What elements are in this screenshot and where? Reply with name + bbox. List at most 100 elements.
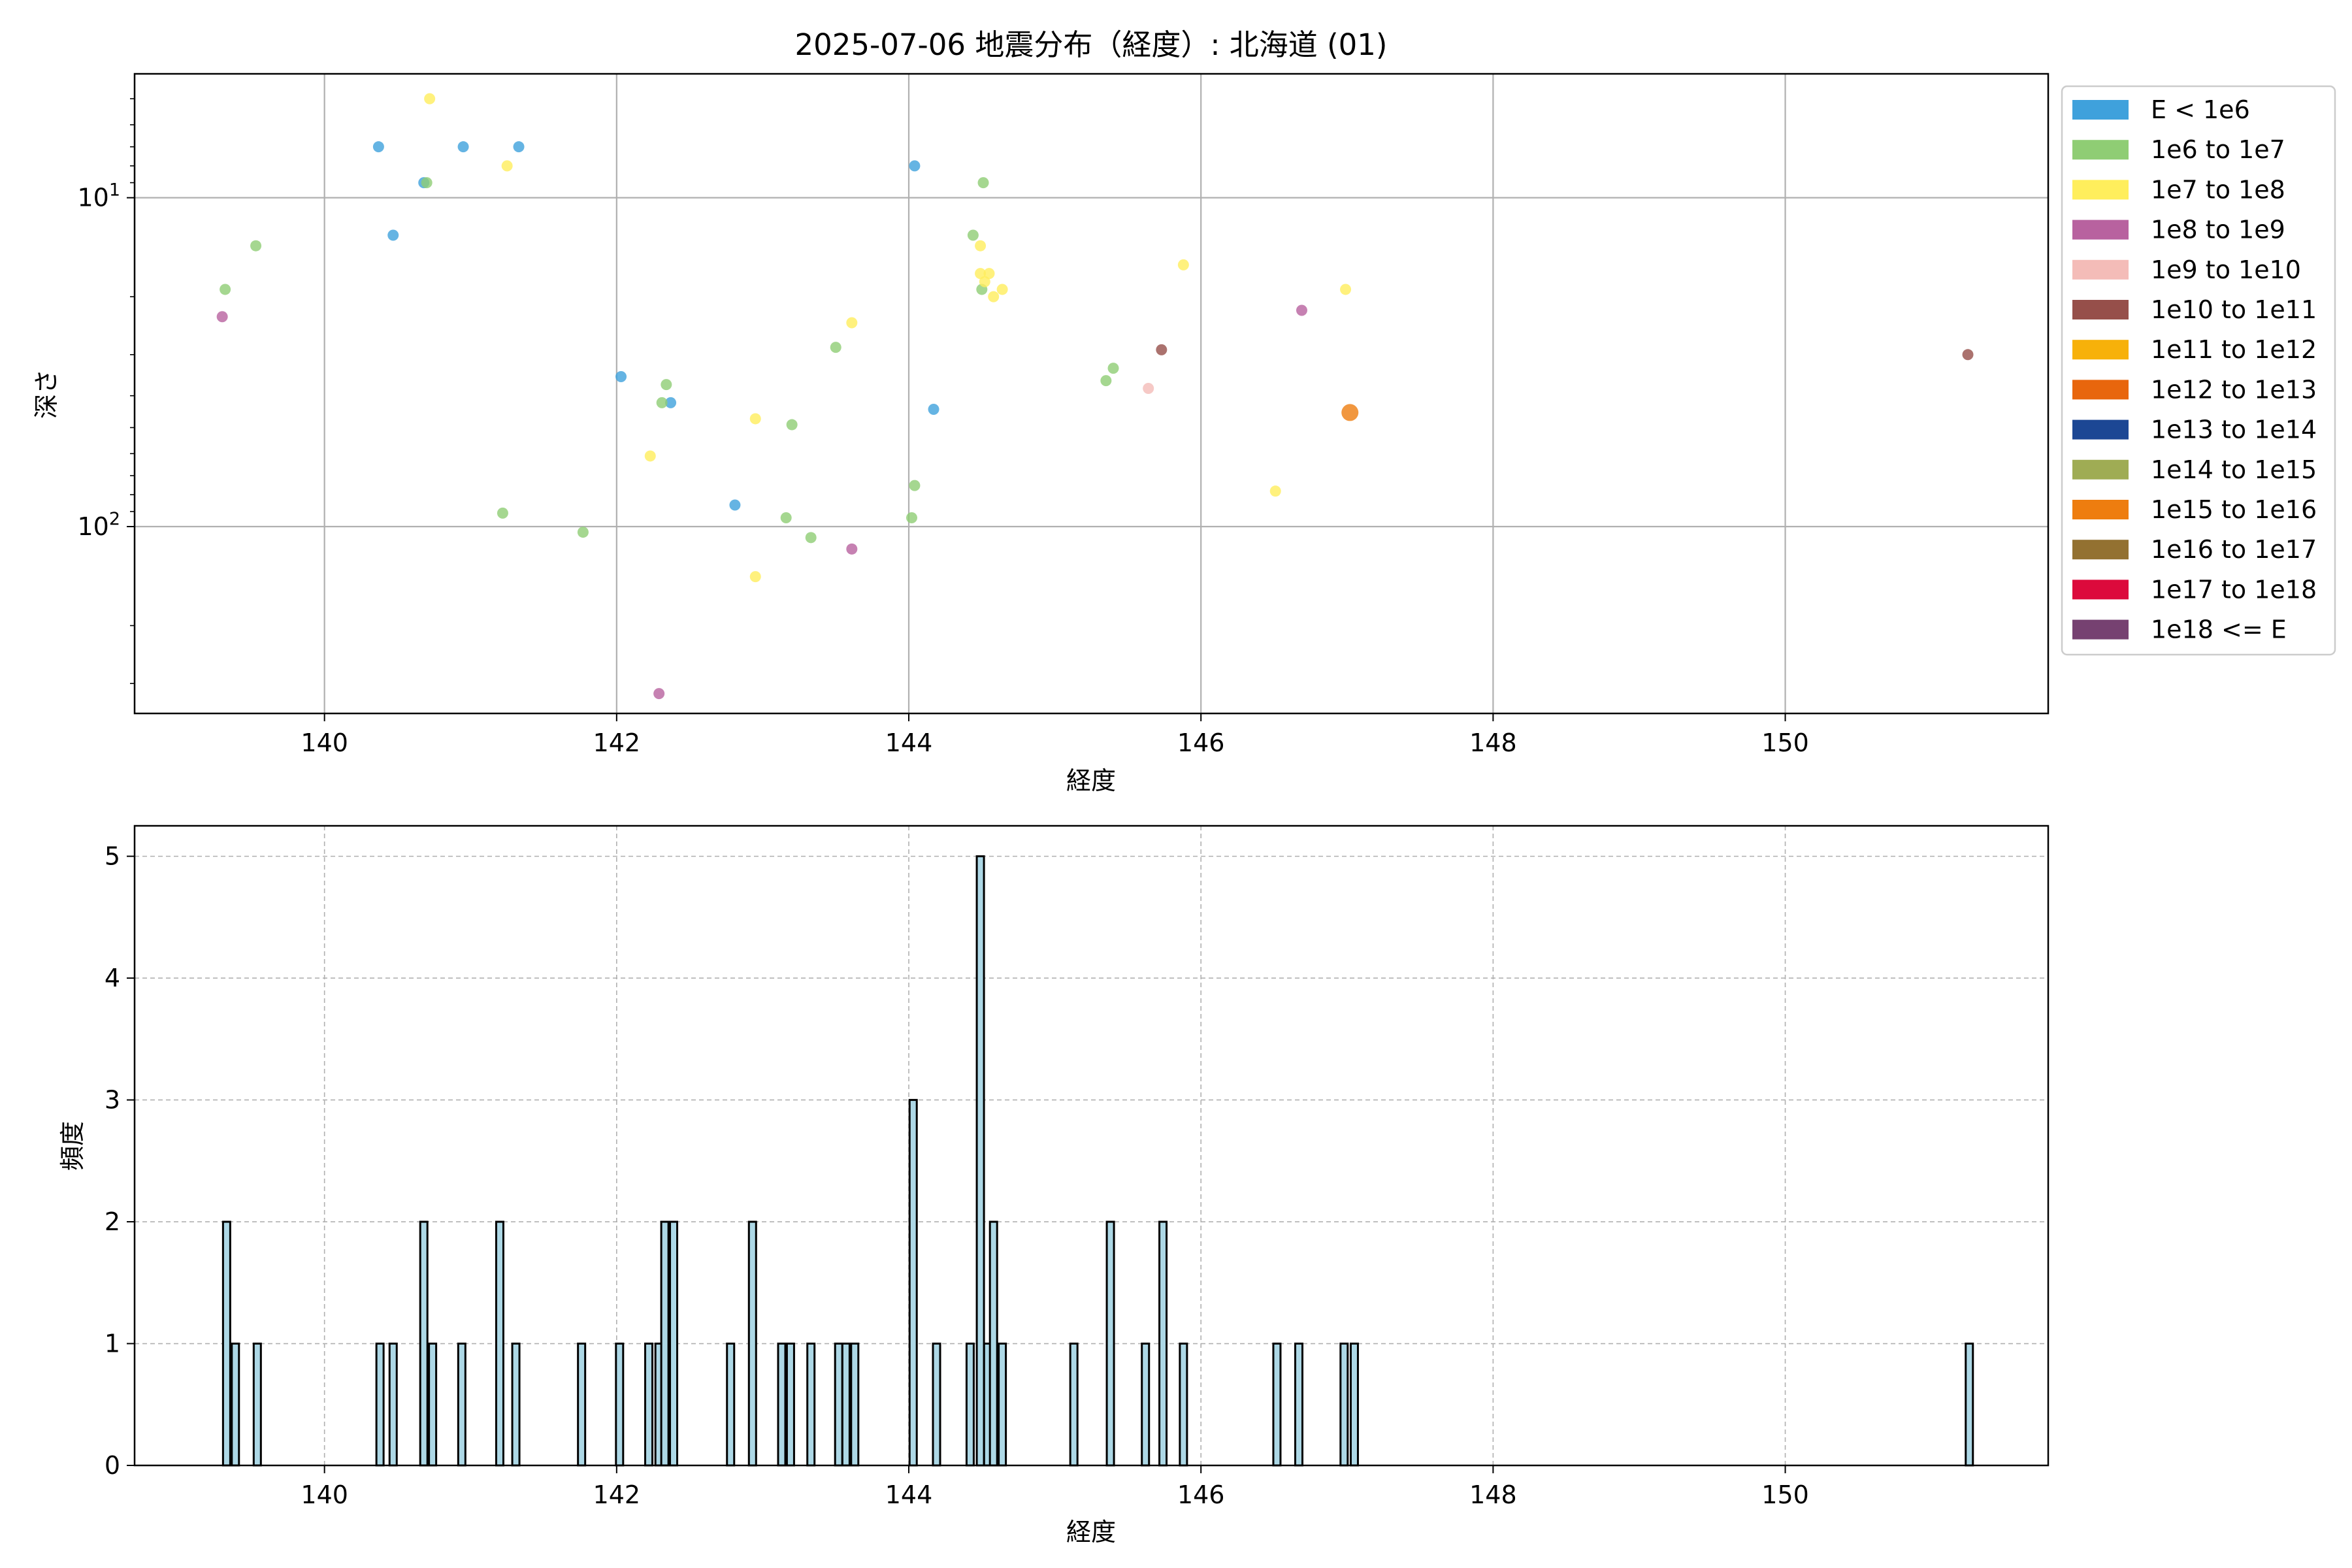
legend-label: 1e15 to 1e16 — [2151, 495, 2317, 524]
quake-point — [250, 240, 262, 252]
quake-point — [830, 342, 841, 353]
quake-point — [1143, 382, 1154, 394]
legend-label: E < 1e6 — [2151, 95, 2250, 124]
x-tick-label: 148 — [1469, 728, 1517, 757]
histogram-bar — [806, 1343, 816, 1467]
quake-point — [988, 291, 1000, 302]
quake-point — [661, 379, 672, 391]
legend-swatch — [2072, 459, 2129, 480]
quake-point — [216, 311, 228, 323]
legend-label: 1e14 to 1e15 — [2151, 455, 2317, 484]
histogram-bar — [1158, 1220, 1168, 1467]
quake-point — [1341, 404, 1359, 421]
legend-label: 1e9 to 1e10 — [2151, 255, 2301, 284]
histogram-bar — [669, 1220, 679, 1467]
energy-legend: E < 1e6 1e6 to 1e7 1e7 to 1e8 1e8 to 1e9 1e9… — [2061, 85, 2336, 656]
y-tick-label: 101 — [77, 180, 120, 212]
histogram-bar — [495, 1220, 504, 1467]
quake-point — [457, 141, 469, 153]
histogram-bar — [252, 1343, 262, 1467]
histogram-ticks: 140 142 144 146 148 150 0 1 2 3 4 5 — [105, 842, 1809, 1509]
quake-point — [780, 512, 792, 523]
quake-point — [497, 507, 508, 519]
quake-point — [501, 160, 513, 172]
histogram-bar — [577, 1343, 587, 1467]
legend-swatch — [2072, 419, 2129, 440]
quake-point — [577, 527, 589, 538]
chart-title: 2025-07-06 地震分布（経度）: 北海道 (01) — [795, 27, 1388, 62]
scatter-plot-frame — [133, 73, 2050, 715]
legend-swatch — [2072, 140, 2129, 160]
legend-label: 1e11 to 1e12 — [2151, 335, 2317, 364]
quake-point — [513, 141, 525, 153]
legend-swatch — [2072, 300, 2129, 319]
histogram-y-axis-label: 頻度 — [58, 1121, 87, 1171]
histogram-bar — [511, 1343, 521, 1467]
legend-swatch — [2072, 540, 2129, 560]
legend-swatch — [2072, 580, 2129, 600]
histogram-bar — [965, 1343, 975, 1467]
legend-label: 1e17 to 1e18 — [2151, 575, 2317, 604]
histogram-bar — [785, 1343, 795, 1467]
x-tick-label: 150 — [1761, 728, 1809, 757]
quake-point — [975, 240, 987, 252]
histogram-bar — [1141, 1343, 1151, 1467]
quake-point — [749, 413, 761, 425]
histogram-bar — [231, 1343, 240, 1467]
histogram-bar — [375, 1343, 385, 1467]
quake-point — [975, 268, 987, 280]
legend-label: 1e6 to 1e7 — [2151, 135, 2285, 164]
histogram-bar — [777, 1343, 787, 1467]
legend-swatch — [2072, 380, 2129, 400]
histogram-bar — [1294, 1343, 1303, 1467]
scatter-x-axis-label: 経度 — [1066, 766, 1116, 795]
legend-frame — [2061, 85, 2336, 656]
quake-point — [967, 229, 979, 241]
quake-point — [846, 317, 858, 329]
quake-point — [1156, 344, 1168, 355]
histogram-bar — [660, 1220, 670, 1467]
legend-swatch — [2072, 180, 2129, 200]
quake-point — [1340, 284, 1352, 295]
quake-point — [220, 284, 231, 295]
quake-point — [656, 397, 668, 408]
y-tick-label: 2 — [105, 1207, 120, 1236]
quake-point — [996, 284, 1008, 295]
histogram-bar — [1069, 1343, 1079, 1467]
histogram-bar — [419, 1220, 429, 1467]
histogram-bar — [988, 1220, 998, 1467]
histogram-bar — [834, 1343, 843, 1467]
histogram-bar — [1272, 1343, 1282, 1467]
scatter-grid — [135, 74, 2048, 713]
legend-label: 1e8 to 1e9 — [2151, 216, 2285, 244]
quake-point — [1100, 375, 1112, 387]
histogram-bar — [1179, 1343, 1188, 1467]
histogram-bar — [841, 1343, 851, 1467]
quake-point — [906, 512, 917, 523]
scatter-y-axis-label: 深さ — [32, 369, 61, 419]
histogram-bar — [615, 1343, 625, 1467]
x-tick-label: 140 — [301, 1480, 348, 1509]
histogram-bar — [644, 1343, 654, 1467]
quake-point — [1177, 259, 1189, 270]
x-tick-label: 148 — [1469, 1480, 1517, 1509]
quake-point — [372, 141, 384, 153]
quake-point — [387, 229, 399, 241]
quake-point — [979, 276, 990, 287]
quake-point — [665, 397, 677, 408]
legend-swatch — [2072, 500, 2129, 519]
y-tick-label: 4 — [105, 964, 120, 992]
legend-swatch — [2072, 100, 2129, 120]
x-tick-label: 140 — [301, 728, 348, 757]
quake-point — [983, 268, 995, 280]
quake-point — [909, 480, 921, 491]
histogram-bar — [428, 1343, 438, 1467]
x-tick-label: 150 — [1761, 1480, 1809, 1509]
quake-point — [1296, 304, 1307, 316]
depth-scatter-chart: 140 142 144 146 148 150 101 102 2025-07-06 地震分布… — [32, 27, 2336, 795]
x-tick-label: 146 — [1177, 1480, 1225, 1509]
y-tick-label: 0 — [105, 1451, 120, 1480]
histogram-bar — [932, 1343, 941, 1467]
quake-point — [928, 404, 939, 416]
